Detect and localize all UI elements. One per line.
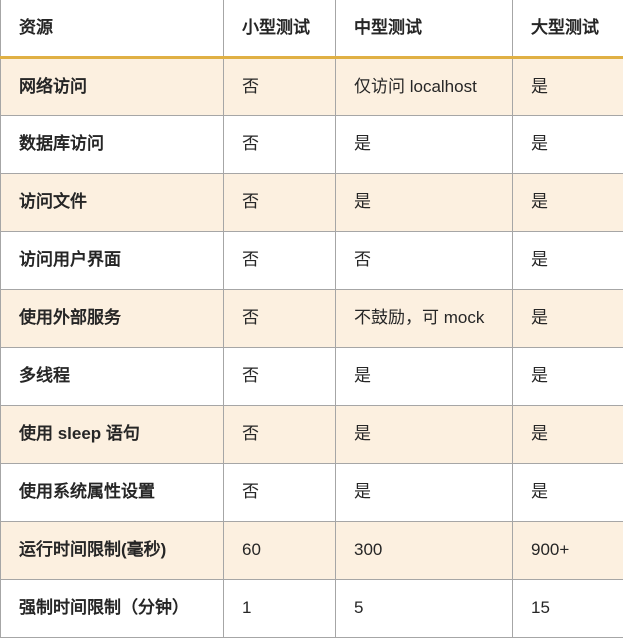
cell-small-test: 否 [224, 463, 336, 521]
cell-large-test: 是 [513, 231, 623, 289]
cell-medium-test: 是 [336, 173, 513, 231]
cell-small-test: 否 [224, 347, 336, 405]
cell-medium-test: 300 [336, 521, 513, 579]
cell-large-test: 是 [513, 57, 623, 115]
cell-large-test: 是 [513, 289, 623, 347]
cell-resource: 数据库访问 [1, 115, 224, 173]
cell-medium-test: 5 [336, 579, 513, 637]
cell-small-test: 否 [224, 405, 336, 463]
cell-large-test: 是 [513, 405, 623, 463]
table-row: 数据库访问 否 是 是 [1, 115, 623, 173]
cell-small-test: 否 [224, 289, 336, 347]
table-row: 强制时间限制（分钟） 1 5 15 [1, 579, 623, 637]
table-header-row: 资源 小型测试 中型测试 大型测试 [1, 0, 623, 57]
cell-medium-test: 是 [336, 405, 513, 463]
cell-resource: 网络访问 [1, 57, 224, 115]
table-row: 运行时间限制(毫秒) 60 300 900+ [1, 521, 623, 579]
column-header-large-test: 大型测试 [513, 0, 623, 57]
cell-small-test: 否 [224, 173, 336, 231]
cell-resource: 访问用户界面 [1, 231, 224, 289]
table-row: 使用 sleep 语句 否 是 是 [1, 405, 623, 463]
cell-large-test: 900+ [513, 521, 623, 579]
cell-resource: 使用 sleep 语句 [1, 405, 224, 463]
cell-small-test: 1 [224, 579, 336, 637]
table-row: 网络访问 否 仅访问 localhost 是 [1, 57, 623, 115]
cell-large-test: 是 [513, 347, 623, 405]
table-row: 访问文件 否 是 是 [1, 173, 623, 231]
cell-large-test: 是 [513, 115, 623, 173]
cell-resource: 运行时间限制(毫秒) [1, 521, 224, 579]
cell-small-test: 否 [224, 115, 336, 173]
cell-medium-test: 否 [336, 231, 513, 289]
cell-small-test: 否 [224, 231, 336, 289]
cell-medium-test: 仅访问 localhost [336, 57, 513, 115]
table-row: 多线程 否 是 是 [1, 347, 623, 405]
cell-resource: 使用外部服务 [1, 289, 224, 347]
cell-resource: 强制时间限制（分钟） [1, 579, 224, 637]
cell-resource: 访问文件 [1, 173, 224, 231]
table-row: 使用系统属性设置 否 是 是 [1, 463, 623, 521]
cell-medium-test: 是 [336, 347, 513, 405]
cell-small-test: 否 [224, 57, 336, 115]
cell-large-test: 15 [513, 579, 623, 637]
table-row: 访问用户界面 否 否 是 [1, 231, 623, 289]
table-row: 使用外部服务 否 不鼓励，可 mock 是 [1, 289, 623, 347]
column-header-medium-test: 中型测试 [336, 0, 513, 57]
column-header-small-test: 小型测试 [224, 0, 336, 57]
cell-large-test: 是 [513, 463, 623, 521]
cell-resource: 多线程 [1, 347, 224, 405]
cell-medium-test: 是 [336, 463, 513, 521]
cell-medium-test: 不鼓励，可 mock [336, 289, 513, 347]
cell-resource: 使用系统属性设置 [1, 463, 224, 521]
column-header-resource: 资源 [1, 0, 224, 57]
cell-medium-test: 是 [336, 115, 513, 173]
cell-small-test: 60 [224, 521, 336, 579]
cell-large-test: 是 [513, 173, 623, 231]
